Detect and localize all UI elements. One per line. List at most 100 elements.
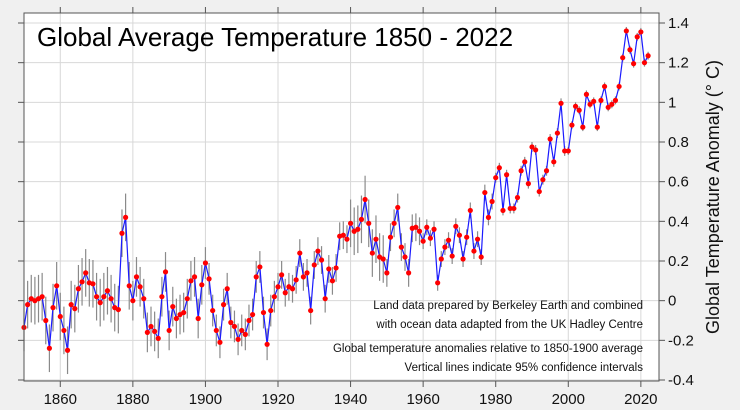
data-point <box>627 47 633 53</box>
data-point <box>489 198 495 205</box>
annotation-line-4: Vertical lines indicate 95% confidence i… <box>405 362 644 374</box>
data-point <box>623 28 629 34</box>
data-point <box>101 294 107 300</box>
x-tick-label: 1880 <box>116 391 149 408</box>
data-point <box>293 277 299 283</box>
data-point <box>250 311 256 318</box>
data-point <box>467 207 473 214</box>
data-point <box>148 323 154 330</box>
data-point <box>504 172 510 178</box>
data-point <box>344 236 350 242</box>
data-point <box>547 136 553 142</box>
data-point <box>460 256 466 262</box>
x-tick-label: 1900 <box>189 391 222 408</box>
data-point <box>195 315 201 322</box>
data-point <box>318 257 325 263</box>
data-point <box>514 194 521 201</box>
x-tick-label: 1920 <box>261 391 294 408</box>
x-tick-label: 1860 <box>44 391 77 408</box>
data-point <box>97 300 103 306</box>
annotation-line-2: with ocean data adapted from the UK Hadl… <box>375 319 643 331</box>
data-point <box>638 29 644 35</box>
x-tick-label: 1980 <box>479 391 512 408</box>
data-point <box>242 331 248 337</box>
data-point <box>347 220 354 226</box>
data-point <box>583 91 590 97</box>
data-point <box>228 319 234 326</box>
data-point <box>631 61 637 67</box>
data-point <box>173 315 179 322</box>
data-point <box>217 339 223 345</box>
x-tick-label: 2020 <box>624 391 657 408</box>
data-point <box>83 270 89 276</box>
data-point <box>471 248 477 254</box>
data-point <box>224 286 230 292</box>
data-point <box>558 100 564 106</box>
y-tick-label: 1.2 <box>668 55 689 72</box>
data-point <box>329 278 336 284</box>
y-tick-label: 1.4 <box>668 15 689 32</box>
plot-frame <box>23 12 660 382</box>
data-point <box>485 214 492 220</box>
data-point <box>155 335 161 341</box>
data-point <box>39 294 45 300</box>
data-point <box>366 220 372 226</box>
data-point <box>406 270 412 276</box>
data-point <box>108 296 114 302</box>
data-point <box>413 224 419 230</box>
data-point <box>358 216 365 222</box>
data-point <box>594 124 600 130</box>
data-point <box>220 302 227 308</box>
data-point <box>75 286 82 292</box>
data-point <box>601 83 608 90</box>
data-point <box>93 294 100 300</box>
data-point <box>119 230 125 236</box>
data-point <box>235 336 241 342</box>
data-point <box>478 254 484 260</box>
data-point <box>271 294 277 300</box>
data-point <box>525 181 531 187</box>
data-point <box>598 97 604 103</box>
y-tick-label: 0 <box>668 293 676 310</box>
data-point <box>380 256 386 262</box>
data-point <box>72 306 78 312</box>
data-point <box>289 286 296 292</box>
y-tick-labels: -0.4 -0.2 0 0.2 0.4 0.6 0.8 1 1.2 1.4 <box>668 15 694 389</box>
data-point <box>282 290 288 296</box>
data-point <box>587 101 593 107</box>
data-point <box>474 236 481 242</box>
data-point <box>279 272 285 278</box>
data-point <box>442 244 448 250</box>
data-point <box>57 313 63 320</box>
data-point <box>115 306 121 313</box>
data-point <box>554 130 561 136</box>
data-point <box>162 269 169 275</box>
data-point <box>634 34 640 40</box>
data-point <box>540 177 546 183</box>
data-point <box>536 188 542 195</box>
data-point <box>253 274 259 280</box>
data-point <box>326 266 332 272</box>
data-point <box>260 309 267 316</box>
data-point <box>427 235 433 241</box>
data-point <box>126 283 132 289</box>
data-point <box>311 262 317 268</box>
data-point <box>25 302 31 308</box>
data-point <box>398 244 404 250</box>
data-point <box>645 53 651 59</box>
y-tick-label: 0.6 <box>668 174 689 191</box>
data-point <box>435 280 441 286</box>
data-point <box>213 327 219 334</box>
data-point <box>61 327 67 334</box>
data-point <box>333 265 339 271</box>
y-tick-label: -0.4 <box>668 372 694 389</box>
y-tick-label: 0.4 <box>668 213 689 230</box>
data-point <box>424 224 430 230</box>
data-point <box>551 159 557 165</box>
data-point <box>268 307 274 314</box>
data-point <box>206 276 212 282</box>
plot-area <box>24 13 659 381</box>
data-point <box>104 288 111 294</box>
data-point <box>362 196 368 203</box>
x-tick-labels: 1860 1880 1900 1920 1940 1960 1980 2000 2020 <box>44 391 658 408</box>
